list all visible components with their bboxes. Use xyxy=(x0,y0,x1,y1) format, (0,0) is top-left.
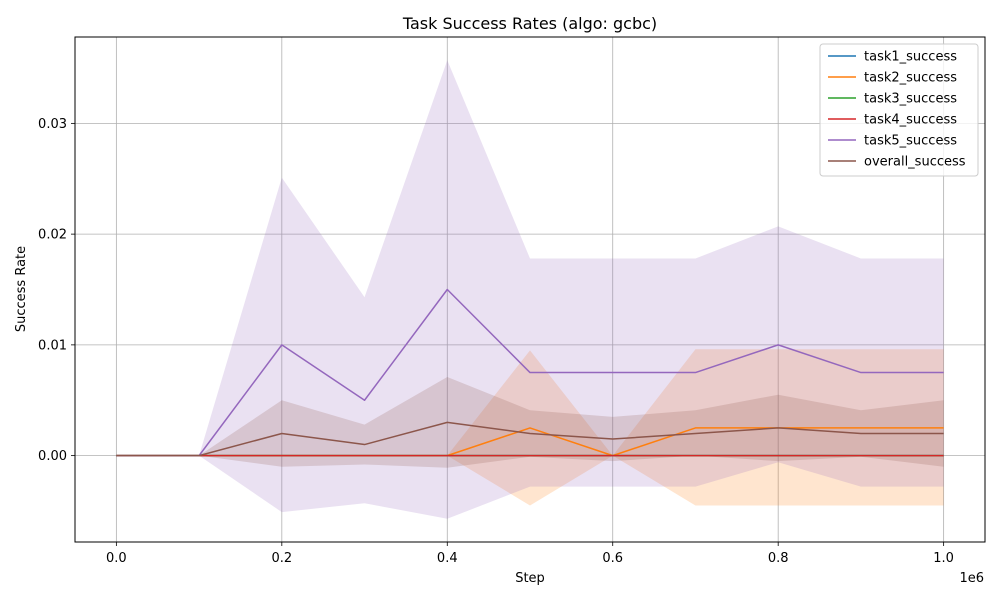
x-tick-label: 0.2 xyxy=(271,551,292,566)
x-tick-label: 0.8 xyxy=(768,551,789,566)
legend-label: task5_success xyxy=(864,134,957,149)
legend-box xyxy=(819,43,979,177)
chart-title: Task Success Rates (algo: gcbc) xyxy=(402,14,657,33)
series-line-overall_success xyxy=(116,421,944,457)
legend-label: task3_success xyxy=(864,92,957,107)
y-axis-label: Success Rate xyxy=(14,246,29,332)
y-tick-label: 0.03 xyxy=(38,117,67,132)
x-tick-label: 0.0 xyxy=(106,551,127,566)
x-tick-label: 0.6 xyxy=(602,551,623,566)
x-axis-label: Step xyxy=(515,571,545,586)
confidence-band-task5_success xyxy=(116,60,944,519)
legend-label: task2_success xyxy=(864,71,957,86)
y-tick-label: 0.00 xyxy=(38,449,67,464)
x-tick-label: 0.4 xyxy=(437,551,458,566)
legend-label: task4_success xyxy=(864,113,957,128)
confidence-band-overall_success xyxy=(116,376,944,468)
legend: task1_success task2_success task3_successt… xyxy=(819,43,979,177)
legend-label: task1_success xyxy=(864,50,957,65)
plot-area xyxy=(75,37,985,542)
y-tick-label: 0.01 xyxy=(38,338,67,353)
series-line-task5_success xyxy=(116,288,944,457)
axes-frame xyxy=(74,36,986,543)
legend-label: overall_success xyxy=(864,155,966,170)
x-tick-label: 1.0 xyxy=(933,551,954,566)
y-tick-label: 0.02 xyxy=(38,228,67,243)
x-axis-offset-label: 1e6 xyxy=(959,571,984,586)
